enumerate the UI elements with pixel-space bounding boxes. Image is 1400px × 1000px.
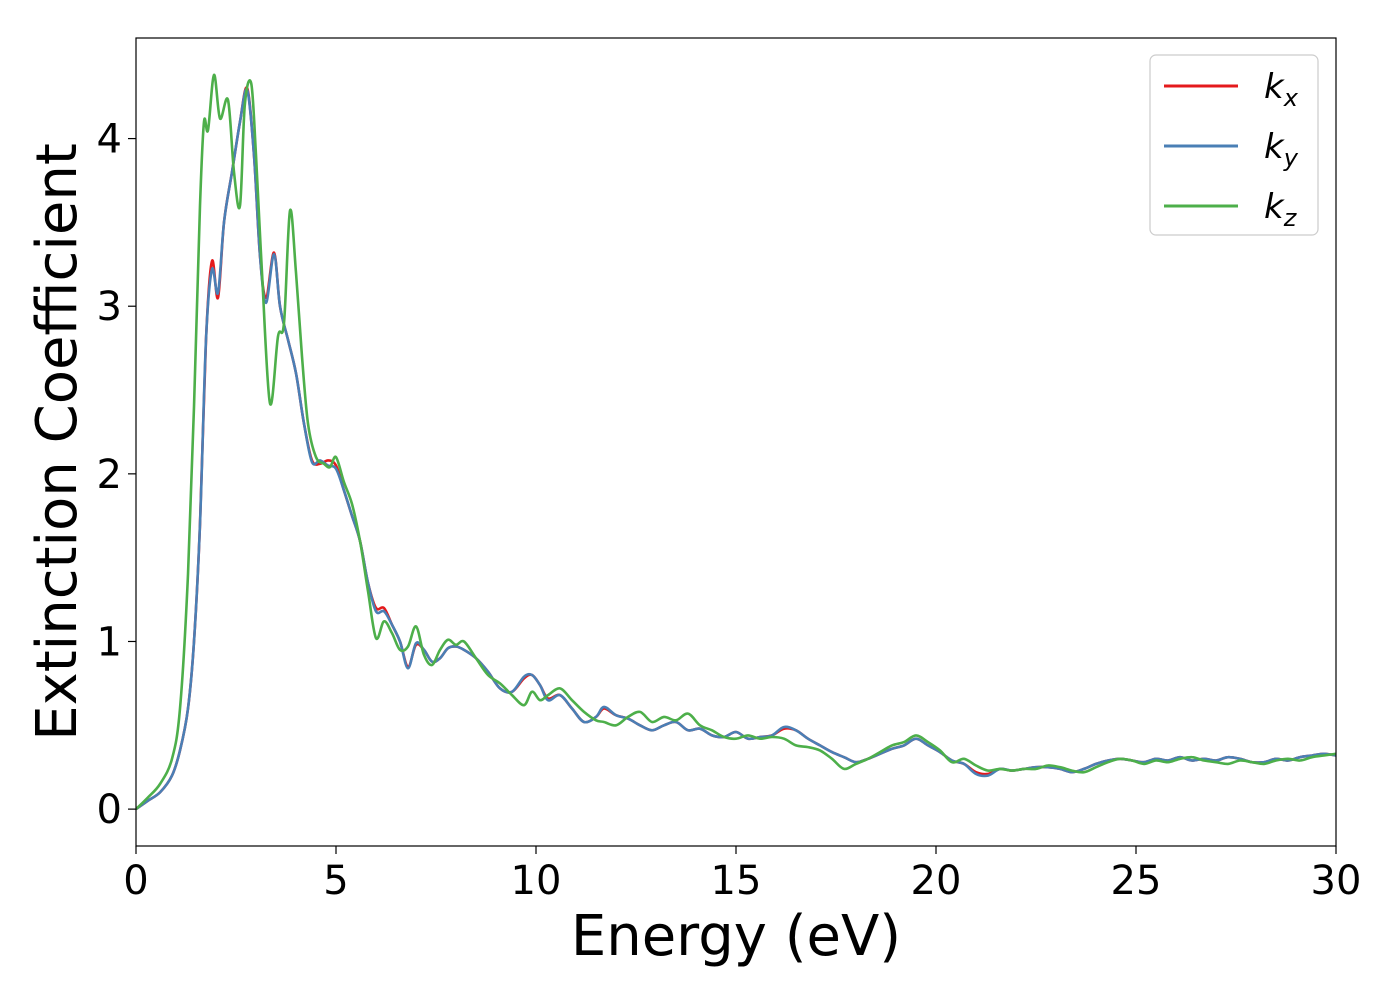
x-tick-label: 25 (1111, 858, 1162, 904)
x-tick-label: 30 (1311, 858, 1362, 904)
series-line-z (136, 73, 1336, 811)
legend-label-z: kz (1264, 187, 1298, 232)
y-tick-label: 2 (97, 452, 122, 498)
x-axis: 0 5 10 15 20 25 30 (123, 846, 1361, 904)
y-tick-label: 1 (97, 619, 122, 665)
y-axis-title: Extinction Coefficient (25, 143, 90, 741)
x-tick-label: 20 (911, 858, 962, 904)
y-axis: 0 1 2 3 4 (97, 117, 136, 833)
y-tick-label: 3 (97, 284, 122, 330)
x-tick-label: 0 (123, 858, 148, 904)
x-axis-title: Energy (eV) (571, 904, 901, 969)
x-tick-label: 10 (511, 858, 562, 904)
legend-label-x: kx (1264, 67, 1299, 112)
x-tick-label: 5 (323, 858, 348, 904)
x-tick-label: 15 (711, 858, 762, 904)
legend: kx ky kz (1149, 54, 1319, 236)
legend-label-y: ky (1264, 127, 1299, 172)
series-line-y (136, 87, 1336, 811)
plot-lines (136, 73, 1336, 811)
y-tick-label: 4 (97, 117, 122, 163)
y-tick-label: 0 (97, 787, 122, 833)
